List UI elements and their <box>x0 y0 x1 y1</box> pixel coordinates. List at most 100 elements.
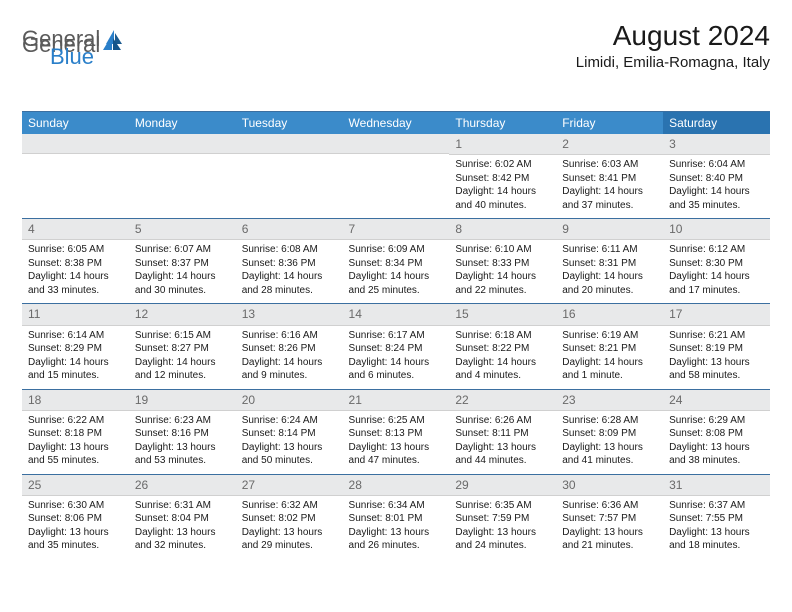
day-number: 10 <box>663 219 770 240</box>
day-detail: Sunrise: 6:04 AMSunset: 8:40 PMDaylight:… <box>663 155 770 218</box>
daylight-line1: Daylight: 13 hours <box>28 526 123 540</box>
sunrise-line: Sunrise: 6:31 AM <box>135 499 230 513</box>
day-cell: 22Sunrise: 6:26 AMSunset: 8:11 PMDayligh… <box>449 389 556 474</box>
day-detail: Sunrise: 6:23 AMSunset: 8:16 PMDaylight:… <box>129 411 236 474</box>
daylight-line2: and 26 minutes. <box>349 539 444 553</box>
daylight-line1: Daylight: 13 hours <box>562 526 657 540</box>
daylight-line2: and 32 minutes. <box>135 539 230 553</box>
day-detail: Sunrise: 6:36 AMSunset: 7:57 PMDaylight:… <box>556 496 663 559</box>
empty-daynum <box>129 134 236 154</box>
sunset-line: Sunset: 7:59 PM <box>455 512 550 526</box>
daylight-line2: and 22 minutes. <box>455 284 550 298</box>
day-detail: Sunrise: 6:35 AMSunset: 7:59 PMDaylight:… <box>449 496 556 559</box>
daylight-line1: Daylight: 14 hours <box>28 270 123 284</box>
daylight-line2: and 40 minutes. <box>455 199 550 213</box>
calendar-body: 1Sunrise: 6:02 AMSunset: 8:42 PMDaylight… <box>22 134 770 559</box>
sunset-line: Sunset: 8:36 PM <box>242 257 337 271</box>
day-number: 31 <box>663 475 770 496</box>
day-cell: 18Sunrise: 6:22 AMSunset: 8:18 PMDayligh… <box>22 389 129 474</box>
day-header-monday: Monday <box>129 112 236 135</box>
empty-detail <box>236 154 343 214</box>
day-detail: Sunrise: 6:37 AMSunset: 7:55 PMDaylight:… <box>663 496 770 559</box>
daylight-line2: and 55 minutes. <box>28 454 123 468</box>
daylight-line1: Daylight: 14 hours <box>669 185 764 199</box>
day-cell: 3Sunrise: 6:04 AMSunset: 8:40 PMDaylight… <box>663 134 770 219</box>
sunrise-line: Sunrise: 6:02 AM <box>455 158 550 172</box>
day-detail: Sunrise: 6:05 AMSunset: 8:38 PMDaylight:… <box>22 240 129 303</box>
day-cell: 20Sunrise: 6:24 AMSunset: 8:14 PMDayligh… <box>236 389 343 474</box>
day-number: 17 <box>663 304 770 325</box>
sunrise-line: Sunrise: 6:19 AM <box>562 329 657 343</box>
sunset-line: Sunset: 8:13 PM <box>349 427 444 441</box>
sunrise-line: Sunrise: 6:37 AM <box>669 499 764 513</box>
sunset-line: Sunset: 8:37 PM <box>135 257 230 271</box>
daylight-line1: Daylight: 14 hours <box>349 270 444 284</box>
sunset-line: Sunset: 8:41 PM <box>562 172 657 186</box>
sunset-line: Sunset: 7:55 PM <box>669 512 764 526</box>
day-number: 19 <box>129 390 236 411</box>
day-number: 26 <box>129 475 236 496</box>
calendar-table: Sunday Monday Tuesday Wednesday Thursday… <box>22 111 770 559</box>
day-detail: Sunrise: 6:03 AMSunset: 8:41 PMDaylight:… <box>556 155 663 218</box>
daylight-line1: Daylight: 13 hours <box>349 526 444 540</box>
sunset-line: Sunset: 8:11 PM <box>455 427 550 441</box>
day-detail: Sunrise: 6:14 AMSunset: 8:29 PMDaylight:… <box>22 326 129 389</box>
day-detail: Sunrise: 6:02 AMSunset: 8:42 PMDaylight:… <box>449 155 556 218</box>
sunrise-line: Sunrise: 6:25 AM <box>349 414 444 428</box>
day-number: 5 <box>129 219 236 240</box>
day-number: 29 <box>449 475 556 496</box>
day-header-saturday: Saturday <box>663 112 770 135</box>
sunrise-line: Sunrise: 6:04 AM <box>669 158 764 172</box>
day-cell: 10Sunrise: 6:12 AMSunset: 8:30 PMDayligh… <box>663 219 770 304</box>
daylight-line1: Daylight: 14 hours <box>562 185 657 199</box>
day-cell <box>236 134 343 219</box>
day-header-sunday: Sunday <box>22 112 129 135</box>
sunset-line: Sunset: 8:06 PM <box>28 512 123 526</box>
month-year-title: August 2024 <box>576 20 770 52</box>
daylight-line2: and 20 minutes. <box>562 284 657 298</box>
daylight-line1: Daylight: 14 hours <box>669 270 764 284</box>
day-detail: Sunrise: 6:08 AMSunset: 8:36 PMDaylight:… <box>236 240 343 303</box>
day-cell: 5Sunrise: 6:07 AMSunset: 8:37 PMDaylight… <box>129 219 236 304</box>
daylight-line2: and 38 minutes. <box>669 454 764 468</box>
sunrise-line: Sunrise: 6:10 AM <box>455 243 550 257</box>
day-number: 21 <box>343 390 450 411</box>
daylight-line2: and 17 minutes. <box>669 284 764 298</box>
daylight-line2: and 35 minutes. <box>669 199 764 213</box>
daylight-line1: Daylight: 13 hours <box>455 526 550 540</box>
day-cell: 17Sunrise: 6:21 AMSunset: 8:19 PMDayligh… <box>663 304 770 389</box>
sunset-line: Sunset: 8:14 PM <box>242 427 337 441</box>
daylight-line2: and 47 minutes. <box>349 454 444 468</box>
week-row: 18Sunrise: 6:22 AMSunset: 8:18 PMDayligh… <box>22 389 770 474</box>
day-detail: Sunrise: 6:32 AMSunset: 8:02 PMDaylight:… <box>236 496 343 559</box>
day-cell: 1Sunrise: 6:02 AMSunset: 8:42 PMDaylight… <box>449 134 556 219</box>
daylight-line1: Daylight: 14 hours <box>135 270 230 284</box>
sunset-line: Sunset: 8:18 PM <box>28 427 123 441</box>
day-cell <box>129 134 236 219</box>
day-detail: Sunrise: 6:24 AMSunset: 8:14 PMDaylight:… <box>236 411 343 474</box>
week-row: 11Sunrise: 6:14 AMSunset: 8:29 PMDayligh… <box>22 304 770 389</box>
day-cell: 2Sunrise: 6:03 AMSunset: 8:41 PMDaylight… <box>556 134 663 219</box>
day-number: 30 <box>556 475 663 496</box>
sunrise-line: Sunrise: 6:11 AM <box>562 243 657 257</box>
day-number: 28 <box>343 475 450 496</box>
day-detail: Sunrise: 6:21 AMSunset: 8:19 PMDaylight:… <box>663 326 770 389</box>
day-header-row: Sunday Monday Tuesday Wednesday Thursday… <box>22 112 770 135</box>
daylight-line2: and 18 minutes. <box>669 539 764 553</box>
day-cell: 9Sunrise: 6:11 AMSunset: 8:31 PMDaylight… <box>556 219 663 304</box>
sunset-line: Sunset: 8:21 PM <box>562 342 657 356</box>
daylight-line1: Daylight: 13 hours <box>135 526 230 540</box>
sunrise-line: Sunrise: 6:28 AM <box>562 414 657 428</box>
sunrise-line: Sunrise: 6:30 AM <box>28 499 123 513</box>
day-cell: 29Sunrise: 6:35 AMSunset: 7:59 PMDayligh… <box>449 474 556 559</box>
day-number: 13 <box>236 304 343 325</box>
day-header-friday: Friday <box>556 112 663 135</box>
empty-detail <box>129 154 236 214</box>
daylight-line2: and 28 minutes. <box>242 284 337 298</box>
day-number: 6 <box>236 219 343 240</box>
sunset-line: Sunset: 8:38 PM <box>28 257 123 271</box>
logo-sail-icon <box>102 34 124 57</box>
daylight-line2: and 37 minutes. <box>562 199 657 213</box>
daylight-line1: Daylight: 14 hours <box>455 270 550 284</box>
sunrise-line: Sunrise: 6:23 AM <box>135 414 230 428</box>
